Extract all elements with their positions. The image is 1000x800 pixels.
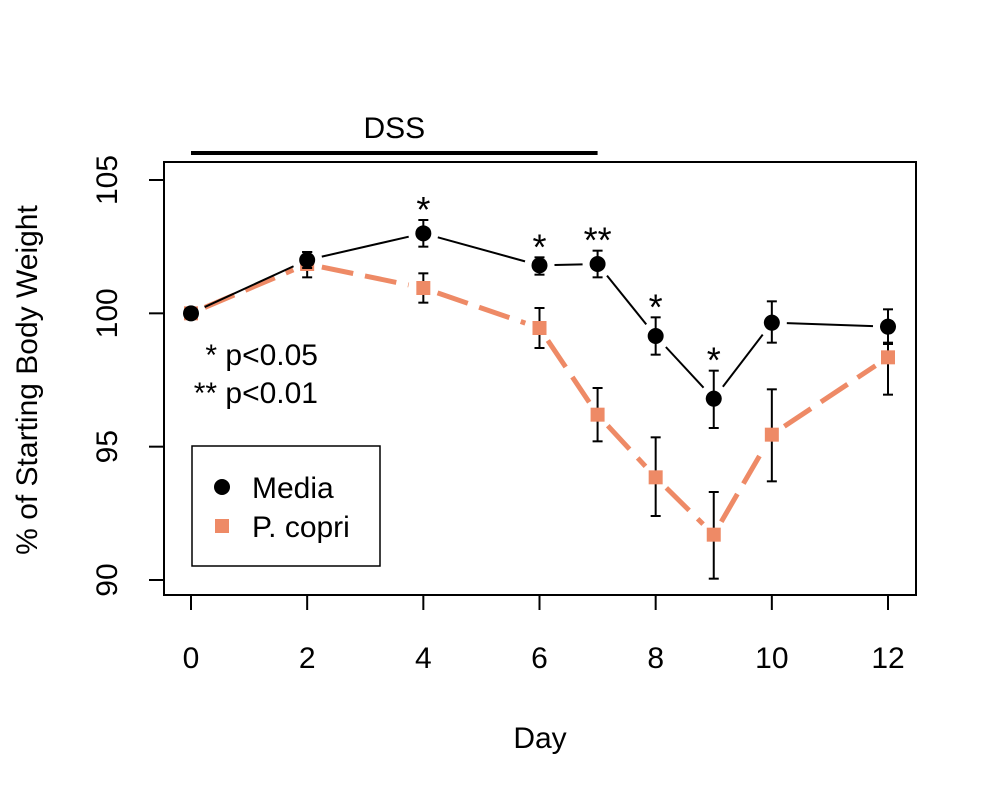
data-point — [705, 390, 722, 407]
significance-note-line: * p<0.05 — [205, 339, 318, 372]
data-point — [706, 527, 721, 542]
significance-note: * p<0.05 ** p<0.01 — [194, 339, 318, 410]
x-axis-label: Day — [513, 722, 566, 755]
x-tick-label: 12 — [871, 642, 904, 675]
series-line-segment — [545, 339, 592, 404]
data-point — [763, 314, 780, 331]
y-tick-label: 95 — [91, 430, 124, 463]
legend-box — [191, 445, 381, 567]
series-line-segment — [786, 322, 874, 328]
data-point — [647, 328, 664, 344]
series-line-segment — [605, 423, 648, 469]
significance-note-line: ** p<0.01 — [194, 377, 318, 410]
data-point — [299, 252, 316, 268]
series-line-segment — [606, 275, 648, 325]
series-line-segment — [204, 265, 294, 308]
series-media: ** **** — [183, 189, 896, 429]
series-line-segment — [664, 486, 705, 526]
y-tick-label: 90 — [91, 563, 124, 596]
significance-marker: * — [649, 286, 663, 327]
series-group: ** **** — [183, 189, 896, 580]
significance-marker: ** — [584, 220, 612, 261]
legend: Media P. copri — [191, 445, 381, 567]
data-point — [183, 305, 199, 322]
axes-group: 0 2 4 6 8 10 12 90 95 100 105 — [91, 155, 905, 675]
legend-marker-media — [214, 479, 230, 495]
data-point — [416, 281, 431, 295]
x-tick-label: 0 — [183, 642, 200, 675]
y-axis-label: % of Starting Body Weight — [11, 205, 44, 555]
significance-marker: * — [707, 340, 721, 381]
x-tick-label: 6 — [531, 642, 548, 675]
x-tick-label: 8 — [647, 642, 664, 675]
data-point — [881, 350, 895, 365]
significance-marker: * — [416, 189, 430, 230]
data-point — [531, 257, 548, 274]
series-line-segment — [321, 264, 410, 288]
legend-marker-p-copri — [215, 519, 229, 533]
treatment-bar-group: DSS — [191, 112, 598, 155]
series-line-segment — [782, 363, 877, 429]
significance-marker: * — [532, 226, 546, 267]
x-tick-label: 10 — [755, 642, 788, 675]
series-line-segment — [554, 263, 583, 266]
series-line-segment — [665, 346, 705, 389]
series-line-segment — [321, 235, 409, 258]
x-tick-label: 4 — [415, 642, 432, 675]
y-tick-label: 100 — [91, 288, 124, 338]
legend-label-media: Media — [252, 472, 334, 505]
x-tick-label: 2 — [299, 642, 316, 675]
data-point — [589, 256, 606, 272]
data-point — [590, 407, 605, 422]
series-line-segment — [436, 290, 527, 326]
data-point — [648, 470, 663, 485]
data-point — [880, 318, 896, 335]
data-point — [532, 321, 547, 335]
data-point — [764, 427, 779, 442]
y-tick-label: 105 — [91, 155, 124, 205]
legend-label-p-copri: P. copri — [252, 511, 350, 544]
data-point — [415, 225, 432, 242]
series-line-segment — [437, 236, 526, 263]
series-line-segment — [719, 446, 767, 523]
series-line-segment — [722, 333, 764, 388]
treatment-bar-label: DSS — [363, 112, 425, 145]
